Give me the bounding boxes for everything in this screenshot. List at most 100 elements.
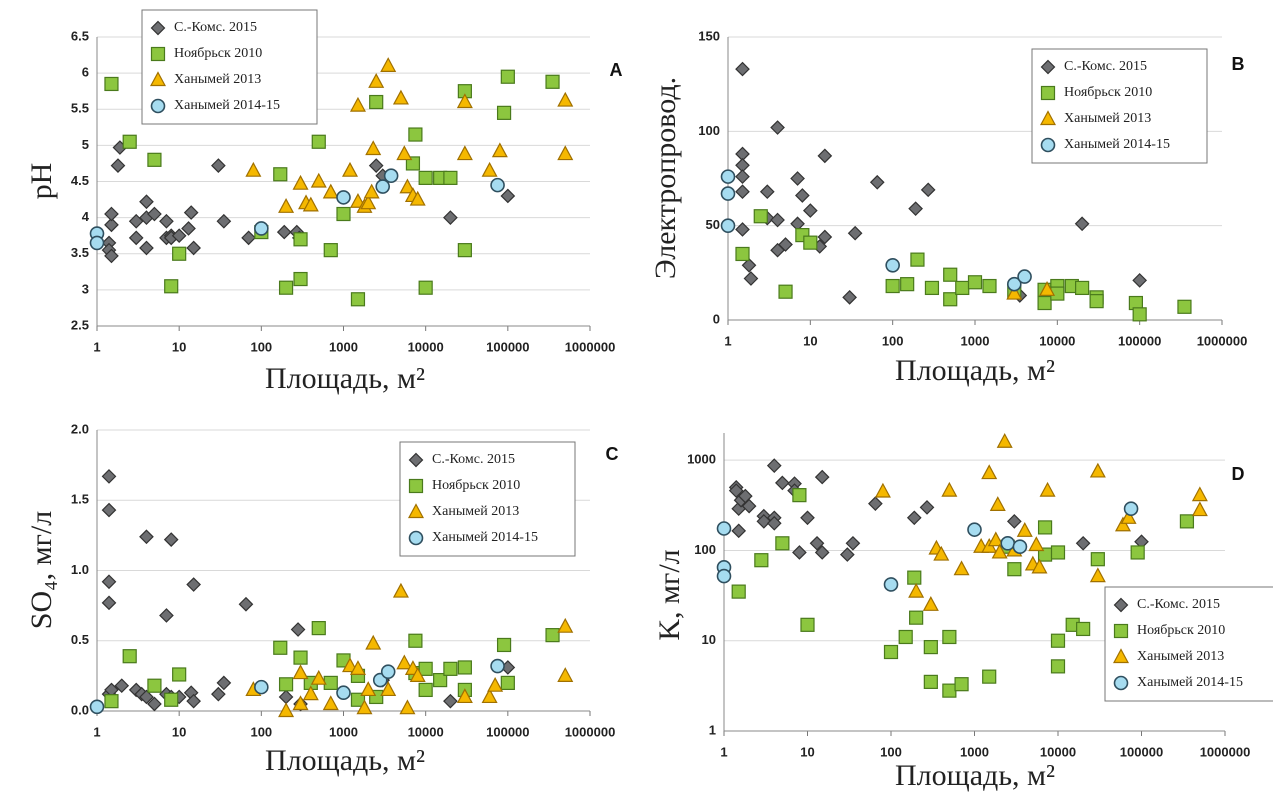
data-point <box>735 246 750 262</box>
data-point <box>104 76 119 92</box>
legend-label: Ноябрьск 2010 <box>1064 85 1152 100</box>
y-tick-label: 1 <box>709 722 716 737</box>
y-axis-label: Электропровод. <box>649 77 682 279</box>
data-point <box>943 292 958 307</box>
data-point <box>731 584 746 599</box>
legend-marker <box>1113 675 1129 691</box>
data-point <box>216 213 232 229</box>
data-point <box>1006 276 1022 292</box>
legend: С.-Комс. 2015 Ноябрьск 2010 Ханымей 2013 Ха… <box>141 9 318 125</box>
data-point <box>487 676 504 692</box>
data-point <box>790 171 805 186</box>
x-tick-label: 100 <box>250 724 272 739</box>
data-point <box>408 127 423 142</box>
legend-marker <box>150 98 166 114</box>
x-tick-label: 1000 <box>329 339 358 354</box>
panel: 0 50 100 150 1 10 100 1000 10000 100000 1000000 Пло… <box>649 28 1247 387</box>
data-point <box>171 228 187 244</box>
data-point <box>172 667 187 682</box>
data-point <box>735 222 750 237</box>
data-point <box>290 622 306 637</box>
data-point <box>716 521 732 536</box>
data-point <box>1017 269 1032 284</box>
y-tick-label: 1.0 <box>71 562 89 577</box>
x-axis-label: Площадь, м² <box>265 744 425 777</box>
data-point <box>241 230 256 246</box>
data-point <box>500 675 515 691</box>
data-point <box>293 271 308 287</box>
data-point <box>443 693 458 709</box>
data-point <box>991 543 1008 559</box>
legend-marker <box>1039 110 1057 126</box>
data-point <box>557 617 574 633</box>
data-point <box>792 488 807 503</box>
data-point <box>311 134 326 149</box>
data-point <box>923 674 938 689</box>
x-tick-label: 1000000 <box>1200 744 1251 759</box>
data-point <box>342 161 359 177</box>
data-point <box>545 628 560 643</box>
data-point <box>89 699 105 715</box>
x-tick-label: 100000 <box>1118 333 1161 348</box>
y-tick-label: 2.0 <box>71 421 89 436</box>
data-point <box>735 184 750 200</box>
data-point <box>1130 545 1145 560</box>
data-point <box>735 61 750 77</box>
x-tick-label: 10 <box>172 339 186 354</box>
legend-marker <box>150 46 166 62</box>
data-point <box>405 156 421 171</box>
data-point <box>924 280 940 296</box>
y-axis-label: K, мг/л <box>653 549 686 640</box>
x-axis-label: Площадь, м² <box>895 354 1055 387</box>
data-point <box>349 96 366 112</box>
data-point <box>323 243 338 258</box>
data-point <box>159 608 174 623</box>
data-point <box>909 610 924 625</box>
y-tick-label: 6 <box>82 65 89 80</box>
data-point <box>1050 633 1066 648</box>
legend: С.-Комс. 2015 Ноябрьск 2010 Ханымей 2013 Ха… <box>1104 586 1273 702</box>
data-point <box>500 188 516 204</box>
data-point <box>1089 294 1104 309</box>
legend-label: Ханымей 2013 <box>174 72 261 87</box>
x-tick-label: 1000 <box>329 724 358 739</box>
data-point <box>1177 299 1192 314</box>
data-point <box>933 545 950 561</box>
data-point <box>775 536 790 551</box>
data-point <box>293 232 308 247</box>
data-point <box>302 196 319 212</box>
panel-label: A <box>610 60 623 80</box>
data-point <box>800 510 815 526</box>
x-tick-label: 10000 <box>408 339 444 354</box>
data-point <box>211 158 226 173</box>
data-point <box>163 532 179 547</box>
legend-marker <box>408 452 424 468</box>
data-point <box>323 675 338 691</box>
data-point <box>186 240 201 256</box>
x-tick-label: 10000 <box>1040 744 1076 759</box>
data-point <box>392 89 409 105</box>
data-point <box>443 170 458 185</box>
data-point <box>557 145 574 161</box>
legend-marker <box>407 503 425 519</box>
x-tick-label: 10000 <box>1039 333 1075 348</box>
data-point <box>996 432 1013 448</box>
data-point <box>874 482 891 498</box>
data-point <box>919 500 935 515</box>
data-point <box>104 217 119 233</box>
data-point <box>778 237 793 252</box>
data-point <box>910 252 925 267</box>
legend-label: Ноябрьск 2010 <box>174 46 262 61</box>
data-point <box>104 248 119 264</box>
data-point <box>967 522 982 537</box>
x-tick-label: 100000 <box>486 339 529 354</box>
data-point <box>181 221 196 236</box>
data-point <box>1000 536 1016 551</box>
data-point <box>443 210 458 225</box>
legend-label: С.-Комс. 2015 <box>432 452 515 467</box>
data-point <box>399 699 416 715</box>
data-point <box>380 57 397 73</box>
data-point <box>211 686 226 702</box>
data-point <box>809 535 825 551</box>
data-point <box>1050 659 1066 674</box>
